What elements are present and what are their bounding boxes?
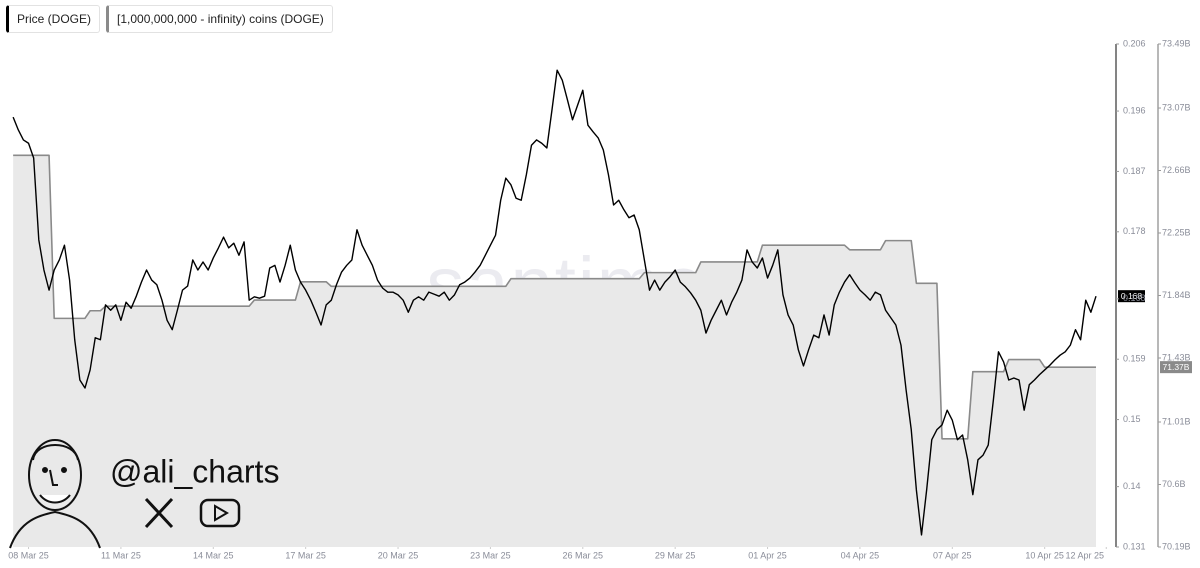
y2-tick-label: 72.66B xyxy=(1162,165,1191,175)
series-line xyxy=(13,154,1096,440)
x-tick-label: 20 Mar 25 xyxy=(378,550,419,560)
y-tick-label: 0.15 xyxy=(1123,414,1141,424)
x-tick-label: 14 Mar 25 xyxy=(193,550,234,560)
youtube-icon xyxy=(199,498,241,528)
y-tick-label: 0.206 xyxy=(1123,38,1146,48)
current-value-label: 0.168 xyxy=(1121,291,1143,301)
handle: @ali_charts xyxy=(110,453,279,489)
x-tick-label: 12 Apr 25 xyxy=(1065,550,1104,560)
avatar xyxy=(9,439,101,549)
current-value-label: 71.37B xyxy=(1163,362,1190,372)
legend: Price (DOGE) [1,000,000,000 - infinity) c… xyxy=(6,5,333,33)
y-tick-label: 0.159 xyxy=(1123,354,1146,364)
x-tick-label: 07 Apr 25 xyxy=(933,550,972,560)
x-tick-label: 04 Apr 25 xyxy=(841,550,880,560)
x-tick-label: 11 Mar 25 xyxy=(101,550,141,560)
legend-entry[interactable]: [1,000,000,000 - infinity) coins (DOGE) xyxy=(106,5,333,33)
y2-tick-label: 73.49B xyxy=(1162,38,1191,48)
y2-tick-label: 71.43B xyxy=(1162,352,1191,362)
x-tick-label: 17 Mar 25 xyxy=(285,550,326,560)
y-tick-label: 0.14 xyxy=(1123,481,1141,491)
y2-tick-label: 71.84B xyxy=(1162,290,1191,300)
plot-area xyxy=(12,69,1097,547)
y-tick-label: 0.196 xyxy=(1123,105,1146,115)
y-tick-label: 0.187 xyxy=(1123,166,1146,176)
y2-tick-label: 70.6B xyxy=(1162,479,1186,489)
y2-tick-label: 70.19B xyxy=(1162,541,1191,551)
series-line xyxy=(12,69,1097,536)
y-tick-label: 0.178 xyxy=(1123,226,1146,236)
x-tick-label: 23 Mar 25 xyxy=(470,550,511,560)
y2-tick-label: 71.01B xyxy=(1162,416,1191,426)
y-tick-label: 0.168 xyxy=(1123,293,1146,303)
y2-tick-label: 72.25B xyxy=(1162,227,1191,237)
current-value-box xyxy=(1118,290,1145,303)
current-value-box xyxy=(1160,361,1192,374)
x-icon xyxy=(144,497,174,529)
area-fill xyxy=(13,155,1096,547)
x-tick-label: 26 Mar 25 xyxy=(563,550,604,560)
x-tick-label: 08 Mar 25 xyxy=(8,550,49,560)
x-tick-label: 29 Mar 25 xyxy=(655,550,696,560)
y-tick-label: 0.131 xyxy=(1123,541,1146,551)
legend-entry[interactable]: Price (DOGE) xyxy=(6,5,101,33)
x-tick-label: 01 Apr 25 xyxy=(748,550,787,560)
x-tick-label: 10 Apr 25 xyxy=(1025,550,1064,560)
y2-tick-label: 73.07B xyxy=(1162,102,1191,112)
